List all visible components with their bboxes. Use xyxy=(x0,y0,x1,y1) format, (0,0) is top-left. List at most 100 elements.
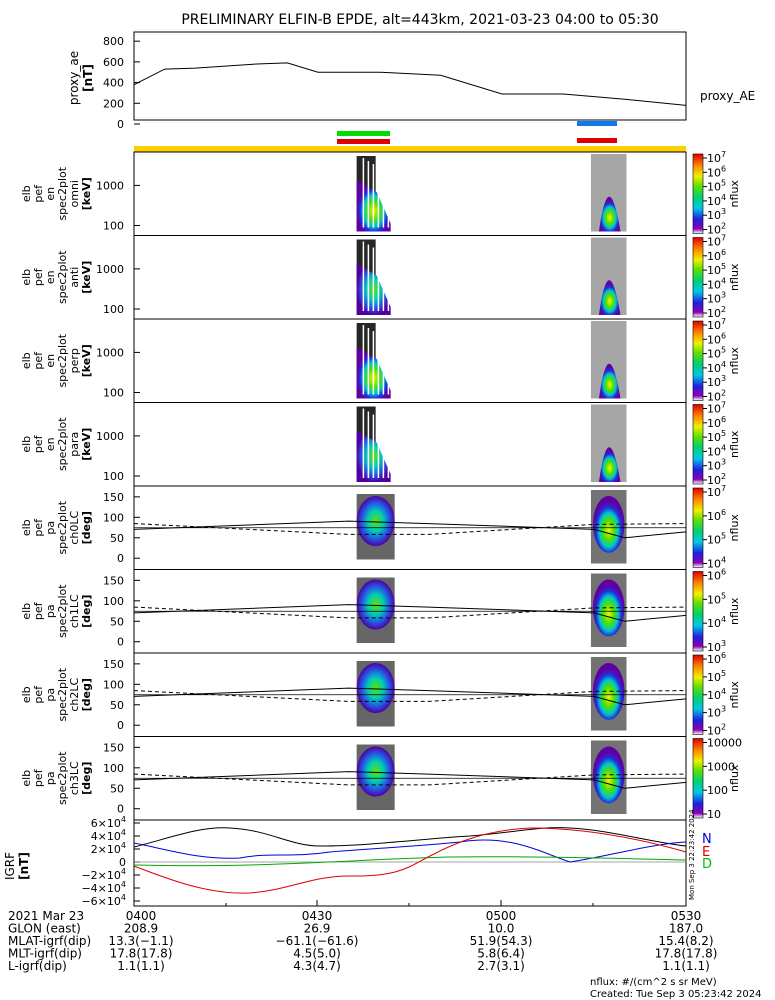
panel-ylabel-line: elb xyxy=(20,436,33,453)
panel-ylabel-line: pef xyxy=(32,685,45,704)
panel-ylabel-line: elb xyxy=(20,686,33,703)
panel-ylabel-line: pef xyxy=(32,518,45,537)
panel-ylabel-line: pef xyxy=(32,768,45,787)
igrf-ytick: −2×104 xyxy=(81,867,126,882)
data-gap-line xyxy=(362,325,365,395)
panel-ytick: 100 xyxy=(103,511,124,524)
colorbar xyxy=(692,153,704,234)
pass1-flux xyxy=(356,579,395,630)
colorbar-tick: 106 xyxy=(707,248,726,263)
footer-value: 10.0 xyxy=(488,922,515,936)
panel-ylabel-line: elb xyxy=(20,185,33,202)
data-gap-line xyxy=(377,417,380,478)
igrf-ytick: −4×104 xyxy=(81,880,126,895)
pass2-flux xyxy=(598,196,621,232)
panel-ylabel-line: spec2plot xyxy=(56,166,69,220)
footer-row-label: MLAT-igrf(dip) xyxy=(8,934,91,948)
data-gap-line xyxy=(372,414,375,478)
panel-ylabel-line: [keV] xyxy=(80,177,93,210)
loss-cone-line xyxy=(133,520,687,539)
footer-value: 17.8(17.8) xyxy=(655,947,718,961)
colorbar-unit: nflux xyxy=(728,764,741,792)
data-gap-line xyxy=(367,328,370,395)
proxy-ae-yunit: [nT] xyxy=(81,64,95,92)
panel-ylabel-line: pef xyxy=(32,434,45,453)
footer-value: 0400 xyxy=(126,909,157,923)
footer-value: −61.1(−61.6) xyxy=(276,934,359,948)
footer-value: 0430 xyxy=(302,909,333,923)
time-axis-ticks xyxy=(225,900,594,906)
panel-ylabel-line: elb xyxy=(20,603,33,620)
panel-ylabel-line: pa xyxy=(44,771,57,785)
panel-6: 150 100 50 0 elb pef pa spec2plot ch1LC [deg] 106 1… xyxy=(20,568,741,655)
data-gap-line xyxy=(377,167,380,228)
igrf-legend-e: E xyxy=(702,845,710,860)
panel-ylabel-line: [deg] xyxy=(80,678,93,711)
panel-frame xyxy=(133,318,687,403)
footer-value: 13.3(−1.1) xyxy=(108,934,173,948)
pass1-flux xyxy=(356,663,395,714)
colorbar-tick: 1000 xyxy=(707,760,735,773)
panel-ytick: 150 xyxy=(103,574,124,587)
panel-ytick: 50 xyxy=(110,532,124,545)
colorbar-tick: 106 xyxy=(707,415,726,430)
igrf-n-curve xyxy=(133,839,687,863)
loss-cone-line xyxy=(133,604,687,622)
panel-ylabel-line: en xyxy=(44,270,57,284)
colorbar-tick: 102 xyxy=(707,723,726,738)
pass2-flux xyxy=(592,663,625,720)
colorbar-tick: 106 xyxy=(707,651,726,666)
panel-ytick: 0 xyxy=(117,803,124,816)
panel-7: 150 100 50 0 elb pef pa spec2plot ch2LC [deg] 106 1… xyxy=(20,651,741,738)
footer-value: 2.7(3.1) xyxy=(477,959,525,973)
proxy-ae-ytick: 200 xyxy=(103,97,124,110)
colorbar-tick: 103 xyxy=(707,291,726,306)
footer-value: 0530 xyxy=(671,909,702,923)
colorbar-tick: 105 xyxy=(707,346,726,361)
panel-ytick: 0 xyxy=(117,719,124,732)
colorbar-tick: 10 xyxy=(707,808,721,821)
footer-value: 51.9(54.3) xyxy=(470,934,533,948)
pass2-flux xyxy=(598,280,621,315)
panel-ylabel-line: spec2plot xyxy=(56,333,69,387)
data-gap-line xyxy=(382,170,385,228)
panel-ylabel-line: [keV] xyxy=(80,428,93,461)
colorbar-tick: 104 xyxy=(707,687,726,702)
panel-ylabel-line: ch3LC xyxy=(68,761,81,795)
colorbar-tick: 107 xyxy=(707,401,726,416)
proxy-ae-yticks: 800 600 400 200 0 xyxy=(103,35,140,131)
igrf-e-curve xyxy=(133,827,687,894)
data-gap-line xyxy=(372,247,375,311)
pass2-flux xyxy=(592,746,625,804)
panel-ytick: 1000 xyxy=(96,179,124,192)
colorbar-tick: 105 xyxy=(707,429,726,444)
panel-ytick: 50 xyxy=(110,699,124,712)
panel-ytick: 100 xyxy=(103,470,124,483)
colorbar-unit: nflux xyxy=(728,681,741,709)
colorbar-tick: 107 xyxy=(707,234,726,249)
footer-value: 208.9 xyxy=(124,922,158,936)
footer-value: 15.4(8.2) xyxy=(658,934,713,948)
proxy-ae-line xyxy=(133,62,687,106)
colorbar-unit: nflux xyxy=(728,180,741,208)
colorbar-tick: 100 xyxy=(707,784,728,797)
panel-ytick: 50 xyxy=(110,782,124,795)
proxy-ae-panel: 800 600 400 200 0 proxy_ae [nT] proxy_AE xyxy=(67,31,755,131)
panel-ylabel-line: pa xyxy=(44,688,57,702)
proxy-ae-ytick: 0 xyxy=(117,118,124,131)
footer-value: 4.3(4.7) xyxy=(293,959,341,973)
data-gap-line xyxy=(382,420,385,478)
colorbar-unit: nflux xyxy=(728,347,741,375)
panel-ylabel-line: pa xyxy=(44,521,57,535)
panel-ylabel-line: pef xyxy=(32,184,45,203)
panel-ylabel-line: spec2plot xyxy=(56,751,69,805)
proxy-ae-ytick: 600 xyxy=(103,56,124,69)
footer-value: 187.0 xyxy=(669,922,703,936)
colorbar-tick: 103 xyxy=(707,374,726,389)
colorbar-tick: 107 xyxy=(707,484,726,499)
panel-ylabel-line: pef xyxy=(32,351,45,370)
panel-5: 150 100 50 0 elb pef pa spec2plot ch0LC [deg] 107 1… xyxy=(20,484,741,571)
